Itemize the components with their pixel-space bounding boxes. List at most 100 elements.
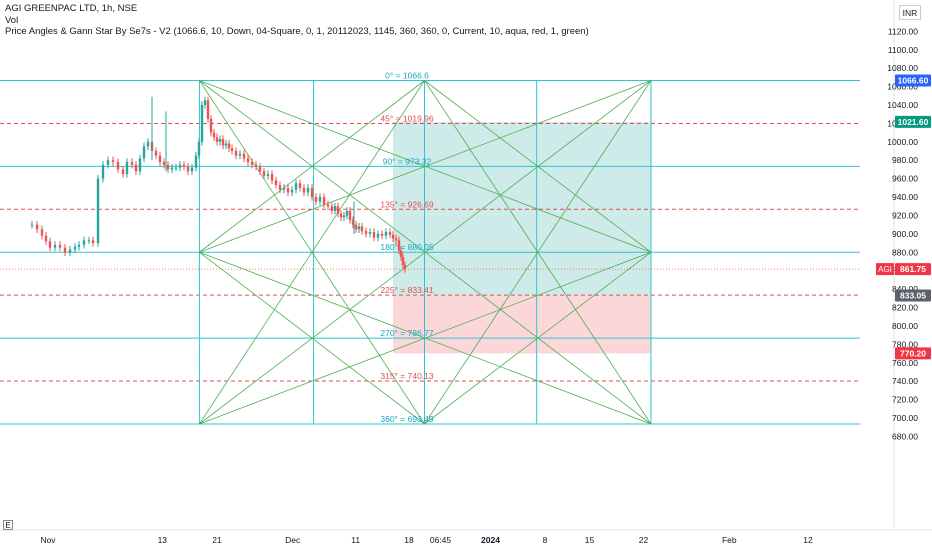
gann-level-label: 315° = 740.13 — [380, 371, 434, 381]
candle-body — [234, 151, 238, 156]
candle-body — [35, 224, 39, 230]
candle-body — [197, 141, 201, 156]
gann-star-line — [424, 80, 652, 425]
x-tick-label: Dec — [285, 535, 301, 545]
price-tag-text: 833.05 — [900, 291, 926, 301]
candle-body — [399, 250, 403, 257]
candle-body — [53, 244, 57, 248]
candle-body — [246, 158, 250, 163]
candle-body — [166, 164, 170, 170]
candle-body — [403, 265, 407, 270]
volume-label[interactable]: Vol — [5, 14, 19, 26]
candle-body — [394, 238, 398, 241]
candle-body — [384, 232, 388, 236]
y-tick-label: 960.00 — [892, 174, 918, 184]
candle-body — [30, 224, 34, 226]
x-tick-label: 06:45 — [430, 535, 452, 545]
events-button[interactable]: E — [3, 520, 13, 530]
y-tick-label: 840.00 — [892, 284, 918, 294]
candle-body — [322, 197, 326, 205]
x-tick-label: 13 — [158, 535, 168, 545]
candle-body — [178, 164, 182, 168]
gann-star-line — [199, 80, 652, 253]
candle-body — [48, 241, 52, 248]
candle-body — [174, 167, 178, 169]
gann-star-lines — [199, 80, 652, 425]
x-tick-label: 11 — [351, 535, 360, 545]
candle-body — [250, 162, 254, 165]
candle-body — [372, 232, 376, 238]
gann-price-levels — [0, 80, 860, 425]
candle-body — [360, 226, 364, 232]
candle-body — [130, 162, 134, 165]
candle-body — [106, 160, 110, 165]
gann-time-lines — [198, 80, 652, 424]
candle-body — [351, 220, 355, 225]
price-tag — [895, 263, 931, 276]
candle-body — [44, 235, 48, 242]
candle-body — [348, 210, 352, 221]
target-zone — [393, 121, 651, 296]
gann-star-line — [424, 80, 652, 253]
candle-body — [63, 247, 67, 253]
candle-body — [101, 164, 105, 179]
stop-zone — [393, 295, 651, 354]
candle-body — [290, 189, 294, 193]
symbol-title[interactable]: AGI GREENPAC LTD, 1h, NSE — [5, 3, 138, 14]
candle-body — [333, 206, 337, 211]
candle-body — [306, 187, 310, 193]
x-tick-label: 12 — [803, 535, 813, 545]
candle-body — [87, 240, 91, 242]
price-tag-text: 1066.60 — [898, 76, 929, 86]
candle-body — [215, 137, 219, 142]
symbol-tag-text: AGI — [878, 265, 892, 274]
price-series — [30, 96, 407, 273]
candle-body — [262, 171, 266, 176]
y-tick-label: 1080.00 — [887, 63, 918, 73]
price-tags: 1066.60 1021.60 861.75 833.05 770.20 AGI — [876, 74, 931, 360]
candle-body — [68, 249, 72, 253]
candle-body — [206, 100, 210, 119]
candle-body — [342, 215, 346, 218]
gann-level-label: 45° = 1019.96 — [380, 113, 434, 123]
candle-body — [391, 234, 395, 239]
gann-level-label: 225° = 833.41 — [380, 285, 434, 295]
indicator-label[interactable]: Price Angles & Gann Star By Se7s - V2 (1… — [5, 26, 589, 37]
x-tick-label: 22 — [639, 535, 649, 545]
candle-body — [254, 164, 258, 167]
price-tag — [895, 289, 931, 302]
candle-body — [162, 162, 166, 165]
candle-body — [77, 244, 81, 247]
gann-level-label: 0° = 1066.6 — [385, 71, 429, 81]
candle-body — [138, 158, 142, 172]
candle-body — [154, 151, 158, 156]
gann-level-label: 270° = 786.77 — [380, 328, 434, 338]
symbol-tag — [876, 263, 894, 276]
candle-body — [364, 231, 368, 234]
y-tick-label: 740.00 — [892, 376, 918, 386]
y-tick-label: 880.00 — [892, 247, 918, 257]
currency-scale-button[interactable]: INR — [899, 5, 921, 20]
candle-body — [282, 187, 286, 190]
price-tag-text: 1021.60 — [898, 117, 929, 127]
gann-star-line — [199, 80, 425, 425]
candle-body — [258, 166, 262, 172]
y-tick-label: 720.00 — [892, 395, 918, 405]
gann-level-label: 360° = 693.49 — [380, 414, 434, 424]
candle-body — [212, 132, 216, 138]
gann-level-label: 180° = 880.05 — [380, 242, 434, 252]
y-tick-label: 1100.00 — [888, 45, 918, 55]
candle-body — [339, 213, 343, 218]
candle-body — [336, 206, 340, 214]
candle-body — [227, 143, 231, 149]
candle-body — [401, 256, 405, 266]
candle-body — [224, 143, 228, 146]
gann-star-line — [199, 80, 652, 425]
candle-body — [274, 180, 278, 186]
x-tick-label: 8 — [543, 535, 548, 545]
position-zones — [393, 121, 651, 354]
x-tick-label: 15 — [585, 535, 595, 545]
candle-body — [182, 164, 186, 167]
